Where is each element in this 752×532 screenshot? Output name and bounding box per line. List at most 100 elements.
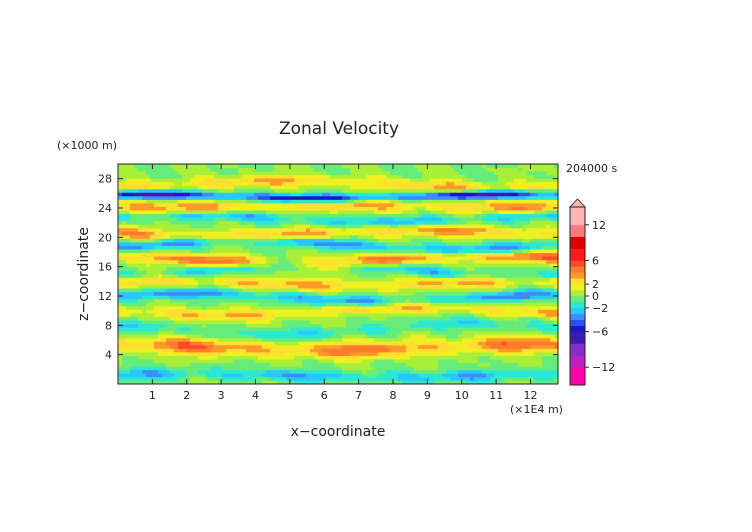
heatmap-cell xyxy=(310,284,315,289)
heatmap-cell xyxy=(314,256,319,261)
heatmap-cell xyxy=(346,266,351,271)
heatmap-cell xyxy=(394,309,399,314)
heatmap-cell xyxy=(294,366,299,371)
heatmap-cell xyxy=(166,220,171,225)
heatmap-cell xyxy=(198,203,203,207)
heatmap-cell xyxy=(154,164,159,168)
heatmap-cell xyxy=(306,274,311,278)
heatmap-cell xyxy=(206,327,211,332)
heatmap-cell xyxy=(218,362,223,367)
heatmap-cell xyxy=(150,263,155,268)
heatmap-cell xyxy=(414,298,419,303)
heatmap-cell xyxy=(426,206,431,211)
heatmap-cell xyxy=(118,309,123,314)
heatmap-cell xyxy=(150,298,155,303)
heatmap-cell xyxy=(410,352,415,356)
heatmap-cell xyxy=(330,291,335,296)
heatmap-cell xyxy=(366,220,371,225)
heatmap-cell xyxy=(230,309,235,314)
heatmap-cell xyxy=(410,359,415,364)
heatmap-cell xyxy=(274,344,279,349)
heatmap-cell xyxy=(238,181,243,186)
heatmap-cell xyxy=(198,352,203,356)
heatmap-cell xyxy=(358,352,363,356)
heatmap-cell xyxy=(238,323,243,328)
heatmap-cell xyxy=(166,249,171,254)
heatmap-cell xyxy=(186,259,191,264)
heatmap-cell xyxy=(258,376,263,381)
heatmap-cell xyxy=(310,188,315,193)
heatmap-cell xyxy=(134,376,139,381)
heatmap-cell xyxy=(350,355,355,360)
heatmap-cell xyxy=(394,220,399,225)
heatmap-cell xyxy=(326,295,331,300)
heatmap-cell xyxy=(330,252,335,257)
heatmap-cell xyxy=(230,281,235,285)
heatmap-cell xyxy=(394,234,399,239)
heatmap-cell xyxy=(130,327,135,332)
heatmap-cell xyxy=(374,174,379,179)
heatmap-cell xyxy=(214,181,219,186)
heatmap-cell xyxy=(298,171,303,175)
heatmap-cell xyxy=(342,298,347,303)
heatmap-cell xyxy=(398,231,403,236)
heatmap-cell xyxy=(206,291,211,296)
heatmap-cell xyxy=(250,274,255,278)
heatmap-cell xyxy=(226,263,231,268)
heatmap-cell xyxy=(278,295,283,300)
heatmap-cell xyxy=(122,181,127,186)
heatmap-cell xyxy=(182,313,187,317)
heatmap-cell xyxy=(214,252,219,257)
heatmap-cell xyxy=(398,277,403,282)
heatmap-cell xyxy=(118,337,123,342)
heatmap-cell xyxy=(426,192,431,197)
heatmap-cell xyxy=(130,224,135,229)
heatmap-cell xyxy=(138,302,143,307)
heatmap-cell xyxy=(362,380,367,385)
heatmap-cell xyxy=(330,263,335,268)
heatmap-cell xyxy=(322,181,327,186)
heatmap-cell xyxy=(254,281,259,285)
heatmap-cell xyxy=(182,199,187,204)
heatmap-cell xyxy=(386,199,391,204)
heatmap-cell xyxy=(214,270,219,275)
heatmap-cell xyxy=(426,316,431,321)
heatmap-cell xyxy=(142,334,147,339)
heatmap-cell xyxy=(270,195,275,200)
heatmap-cell xyxy=(122,256,127,261)
heatmap-cell xyxy=(158,288,163,293)
heatmap-cell xyxy=(182,164,187,168)
heatmap-cell xyxy=(342,316,347,321)
heatmap-cell xyxy=(242,376,247,381)
heatmap-cell xyxy=(350,281,355,285)
heatmap-cell xyxy=(394,174,399,179)
heatmap-cell xyxy=(226,337,231,342)
heatmap-cell xyxy=(302,185,307,190)
heatmap-cell xyxy=(354,188,359,193)
heatmap-cell xyxy=(370,281,375,285)
heatmap-cell xyxy=(246,263,251,268)
heatmap-cell xyxy=(150,249,155,254)
heatmap-cell xyxy=(214,167,219,172)
heatmap-cell xyxy=(214,188,219,193)
heatmap-cell xyxy=(394,263,399,268)
heatmap-cell xyxy=(426,376,431,381)
heatmap-cell xyxy=(430,231,435,236)
heatmap-cell xyxy=(346,195,351,200)
heatmap-cell xyxy=(118,373,123,378)
heatmap-cell xyxy=(138,164,143,168)
heatmap-cell xyxy=(422,263,427,268)
heatmap-cell xyxy=(294,213,299,218)
heatmap-cell xyxy=(238,291,243,296)
heatmap-cell xyxy=(234,341,239,346)
heatmap-cell xyxy=(286,341,291,346)
heatmap-cell xyxy=(310,192,315,197)
heatmap-cell xyxy=(422,316,427,321)
heatmap-cell xyxy=(122,281,127,285)
heatmap-cell xyxy=(334,188,339,193)
heatmap-cell xyxy=(402,195,407,200)
heatmap-cell xyxy=(434,164,439,168)
heatmap-cell xyxy=(430,274,435,278)
heatmap-cell xyxy=(266,327,271,332)
heatmap-cell xyxy=(298,252,303,257)
